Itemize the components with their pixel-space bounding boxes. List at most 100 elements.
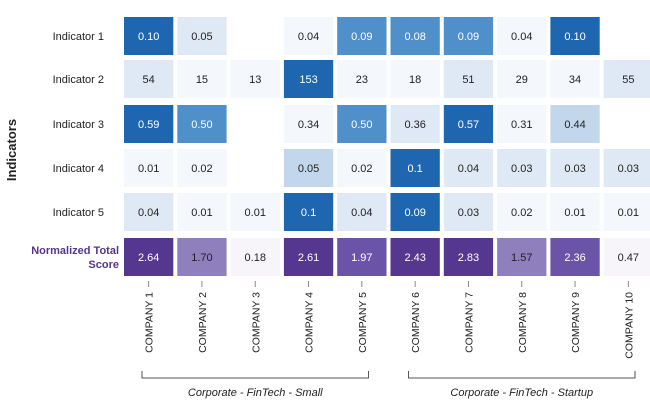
cell-value-label: 51 xyxy=(462,74,474,86)
heatmap-cell xyxy=(443,105,494,143)
cell-value-label: 0.04 xyxy=(511,31,532,43)
cell-value-label: 1.97 xyxy=(351,252,372,264)
heatmap-cell xyxy=(337,238,387,276)
cell-value-label: 23 xyxy=(356,74,368,86)
cell-value-label: 34 xyxy=(569,74,581,86)
heatmap-cell xyxy=(390,60,440,98)
heatmap-cell xyxy=(283,238,334,276)
x-tick-label: COMPANY 8 xyxy=(517,292,529,353)
cell-value-label: 0.05 xyxy=(191,31,212,43)
cell-value-label: 0.47 xyxy=(618,252,639,264)
heatmap-cell xyxy=(177,17,227,55)
cell-value-label: 2.61 xyxy=(298,252,319,264)
heatmap-cell xyxy=(283,17,334,55)
heatmap-cell xyxy=(177,105,227,143)
cell-value-label: 0.01 xyxy=(564,207,585,219)
cell-value-label: 0.09 xyxy=(458,31,479,43)
heatmap-cell xyxy=(337,60,387,98)
group-bracket xyxy=(408,371,636,379)
heatmap-cell xyxy=(177,193,227,231)
cell-value-label: 18 xyxy=(409,74,421,86)
heatmap-cell xyxy=(124,149,174,187)
heatmap-cell xyxy=(337,193,387,231)
x-tick-label: COMPANY 4 xyxy=(304,292,316,353)
heatmap-cell xyxy=(124,193,174,231)
cell-value-label: 0.09 xyxy=(351,31,372,43)
cell-value-label: 0.03 xyxy=(618,163,639,175)
heatmap-cell xyxy=(124,105,174,143)
heatmap-cell xyxy=(550,193,600,231)
x-tick-label: COMPANY 2 xyxy=(197,292,209,353)
heatmap-cell xyxy=(497,105,547,143)
cell-value-label: 0.59 xyxy=(138,119,159,131)
x-tick-label: COMPANY 1 xyxy=(144,292,156,353)
heatmap-cell xyxy=(337,149,387,187)
row-label: Indicator 1 xyxy=(53,31,104,43)
cell-value-label: 0.03 xyxy=(511,163,532,175)
heatmap-cell xyxy=(497,60,547,98)
cell-value-label: 0.1 xyxy=(301,207,316,219)
heatmap-cell xyxy=(390,17,440,55)
cell-value-label: 13 xyxy=(249,74,261,86)
heatmap-cell xyxy=(390,238,440,276)
x-tick-label: COMPANY 9 xyxy=(570,292,582,353)
row-label: Indicator 3 xyxy=(53,119,104,131)
heatmap-cell xyxy=(550,149,600,187)
cell-value-label: 2.64 xyxy=(138,252,159,264)
heatmap-cell xyxy=(443,60,494,98)
cell-value-label: 0.10 xyxy=(564,31,585,43)
group-label: Corporate - FinTech - Small xyxy=(188,387,323,399)
heatmap-cell xyxy=(497,238,547,276)
heatmap-cell xyxy=(390,149,440,187)
x-tick-label: COMPANY 6 xyxy=(410,292,422,353)
heatmap-cell xyxy=(337,105,387,143)
cell-value-label: 0.01 xyxy=(245,207,266,219)
cell-value-label: 0.04 xyxy=(298,31,319,43)
heatmap-cell xyxy=(443,149,494,187)
heatmap-cell xyxy=(124,17,174,55)
heatmap-cell xyxy=(230,193,280,231)
cell-value-label: 2.43 xyxy=(404,252,425,264)
heatmap-cell xyxy=(124,60,174,98)
heatmap-cell xyxy=(283,149,334,187)
heatmap-cell xyxy=(443,238,494,276)
cell-value-label: 0.34 xyxy=(298,119,319,131)
cell-value-label: 0.04 xyxy=(138,207,159,219)
group-bracket xyxy=(141,371,369,379)
heatmap-cell xyxy=(230,60,280,98)
heatmap-cell xyxy=(603,149,650,187)
heatmap-cell xyxy=(603,193,650,231)
x-tick-label: COMPANY 10 xyxy=(623,292,635,359)
cell-value-label: 0.36 xyxy=(404,119,425,131)
row-label: Indicator 2 xyxy=(53,74,104,86)
cell-value-label: 0.10 xyxy=(138,31,159,43)
cell-value-label: 55 xyxy=(622,74,634,86)
cell-value-label: 0.04 xyxy=(458,163,479,175)
cell-value-label: 0.50 xyxy=(191,119,212,131)
row-label: Indicator 4 xyxy=(53,163,104,175)
cell-value-label: 1.57 xyxy=(511,252,532,264)
heatmap-cell xyxy=(124,238,174,276)
cell-value-label: 29 xyxy=(516,74,528,86)
heatmap-cell xyxy=(283,60,334,98)
heatmap-cell xyxy=(443,17,494,55)
heatmap-cell xyxy=(497,149,547,187)
cell-value-label: 0.04 xyxy=(351,207,372,219)
cell-value-label: 0.03 xyxy=(564,163,585,175)
cell-value-label: 0.01 xyxy=(618,207,639,219)
group-label: Corporate - FinTech - Startup xyxy=(450,387,593,399)
cell-value-label: 0.01 xyxy=(191,207,212,219)
heatmap-cell xyxy=(550,60,600,98)
heatmap-cell xyxy=(283,193,334,231)
cell-value-label: 0.02 xyxy=(351,163,372,175)
row-label-total: Normalized Total Score xyxy=(31,245,119,271)
cell-value-label: 0.03 xyxy=(458,207,479,219)
heatmap-cell xyxy=(497,193,547,231)
row-label: Indicator 5 xyxy=(53,207,104,219)
heatmap-cell xyxy=(603,60,650,98)
x-tick-label: COMPANY 3 xyxy=(250,292,262,353)
cell-value-label: 0.01 xyxy=(138,163,159,175)
cell-value-label: 0.31 xyxy=(511,119,532,131)
heatmap-cell xyxy=(177,60,227,98)
